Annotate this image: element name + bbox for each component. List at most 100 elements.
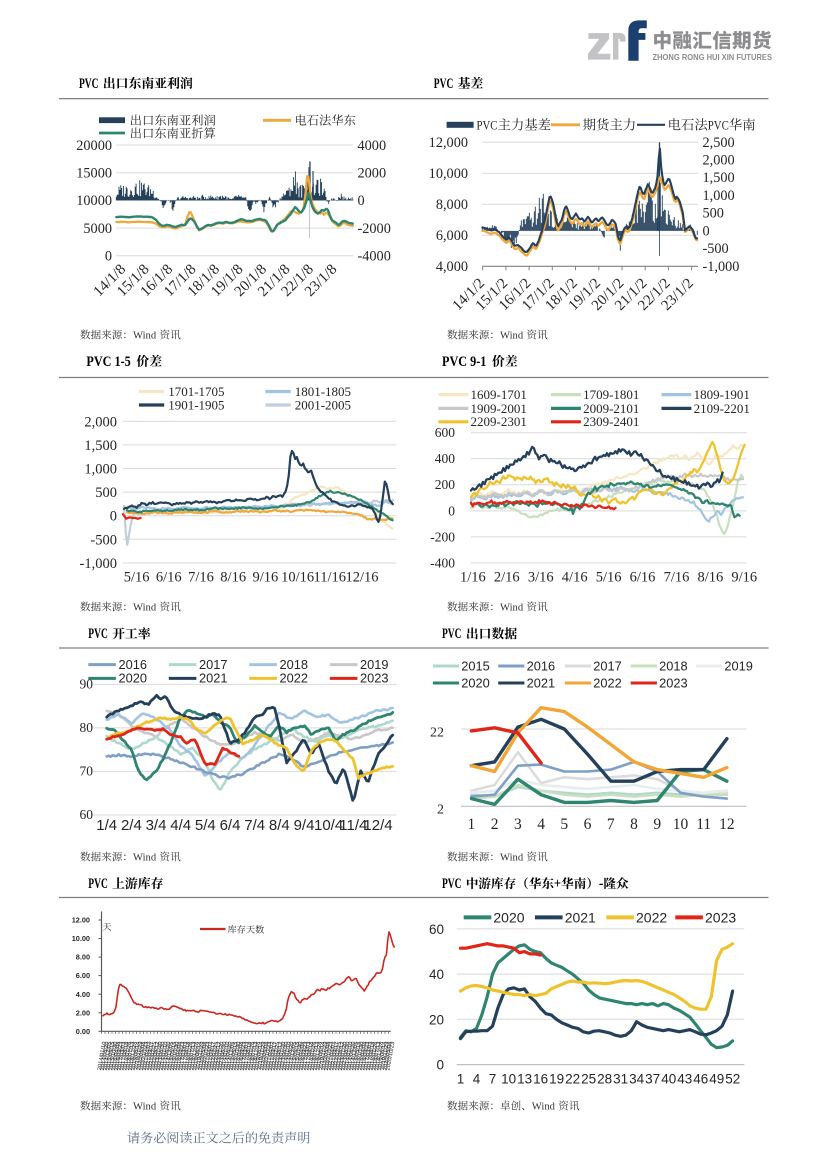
svg-text:1901-1905: 1901-1905 <box>168 397 224 412</box>
svg-text:11: 11 <box>696 816 711 833</box>
svg-text:2016/09/23: 2016/09/23 <box>114 1041 125 1071</box>
svg-text:60: 60 <box>429 922 444 937</box>
svg-text:400: 400 <box>435 451 456 466</box>
svg-text:2016: 2016 <box>119 657 147 672</box>
svg-text:1609-1701: 1609-1701 <box>471 387 527 402</box>
svg-text:2021/09/17: 2021/09/17 <box>206 1041 217 1071</box>
svg-text:3/4: 3/4 <box>146 817 167 834</box>
svg-text:2019/11/29: 2019/11/29 <box>195 1041 206 1070</box>
svg-text:2014/12/05: 2014/12/05 <box>349 1041 360 1071</box>
svg-text:2017: 2017 <box>593 658 621 673</box>
svg-text:4/4: 4/4 <box>170 817 191 834</box>
svg-text:25: 25 <box>581 1072 596 1087</box>
svg-text:6.00: 6.00 <box>76 971 90 980</box>
svg-text:2016/09/23: 2016/09/23 <box>360 1041 371 1071</box>
svg-text:8/16: 8/16 <box>698 570 724 586</box>
svg-text:2022/08/12: 2022/08/12 <box>273 1041 284 1071</box>
svg-text:2020/05/08: 2020/05/08 <box>259 1041 270 1071</box>
svg-text:2019: 2019 <box>360 657 388 672</box>
svg-text:1809-1901: 1809-1901 <box>694 387 750 402</box>
svg-text:3/16: 3/16 <box>528 570 554 586</box>
svg-text:2022/02/25: 2022/02/25 <box>271 1041 282 1071</box>
svg-text:49: 49 <box>709 1072 724 1087</box>
svg-text:3: 3 <box>514 816 522 833</box>
svg-text:1,000: 1,000 <box>703 188 735 204</box>
svg-text:7/16: 7/16 <box>664 570 690 586</box>
svg-text:2020: 2020 <box>493 909 524 925</box>
svg-text:1709-1801: 1709-1801 <box>583 387 639 402</box>
svg-text:0: 0 <box>436 1058 444 1073</box>
svg-text:2018/07/13: 2018/07/13 <box>248 1041 259 1071</box>
svg-text:0: 0 <box>105 249 112 265</box>
svg-text:2018/01/26: 2018/01/26 <box>369 1041 380 1071</box>
svg-text:2014/06/20: 2014/06/20 <box>223 1041 234 1071</box>
svg-text:2015/10/30: 2015/10/30 <box>293 1041 304 1071</box>
svg-text:10000: 10000 <box>76 193 112 209</box>
svg-text:-: - <box>599 876 604 892</box>
svg-text:2017/08/18: 2017/08/18 <box>243 1041 254 1071</box>
svg-text:2015/10/30: 2015/10/30 <box>108 1041 119 1071</box>
svg-text:PVC: PVC <box>442 626 462 642</box>
svg-text:2015/05/15: 2015/05/15 <box>352 1041 363 1071</box>
svg-text:2020/05/08: 2020/05/08 <box>321 1041 332 1071</box>
svg-text:2014/12/05: 2014/12/05 <box>226 1041 237 1071</box>
svg-text:-400: -400 <box>430 555 455 570</box>
svg-text:PVC: PVC <box>708 119 729 133</box>
svg-text:4: 4 <box>473 1072 481 1087</box>
svg-text:2014/01/10: 2014/01/10 <box>220 1041 231 1071</box>
svg-text:-2000: -2000 <box>358 221 391 237</box>
svg-text:2001-2005: 2001-2005 <box>295 397 351 412</box>
svg-text:12/16: 12/16 <box>345 570 378 586</box>
svg-text:2,000: 2,000 <box>84 414 117 430</box>
svg-text:2018/12/28: 2018/12/28 <box>128 1041 139 1071</box>
svg-text:8: 8 <box>630 816 638 833</box>
svg-text:40: 40 <box>429 967 444 982</box>
svg-text:0.00: 0.00 <box>76 1027 90 1036</box>
svg-text:2023/06/30: 2023/06/30 <box>341 1041 352 1071</box>
svg-text:4.00: 4.00 <box>76 990 90 999</box>
svg-text:Wind: Wind <box>133 603 157 614</box>
svg-text:2018/01/26: 2018/01/26 <box>307 1041 318 1071</box>
svg-text:2016/04/08: 2016/04/08 <box>173 1041 184 1071</box>
svg-text:2020/05/08: 2020/05/08 <box>136 1041 147 1071</box>
svg-text:11/4: 11/4 <box>339 817 367 834</box>
svg-text:2022/08/12: 2022/08/12 <box>335 1041 346 1071</box>
svg-text:12,000: 12,000 <box>429 135 468 151</box>
svg-text:12/4: 12/4 <box>363 817 392 834</box>
svg-text:PVC: PVC <box>79 76 99 92</box>
svg-text:2022: 2022 <box>280 671 308 686</box>
svg-text:2017/03/03: 2017/03/03 <box>301 1041 312 1071</box>
svg-text:2019/06/14: 2019/06/14 <box>315 1041 326 1071</box>
svg-text:2020: 2020 <box>461 675 489 690</box>
svg-text:2018/12/28: 2018/12/28 <box>374 1041 385 1071</box>
svg-text:19: 19 <box>549 1072 564 1087</box>
svg-text:1: 1 <box>457 1072 465 1087</box>
svg-text:2015: 2015 <box>461 658 489 673</box>
svg-text:PVC: PVC <box>88 626 108 642</box>
svg-text:2018/12/28: 2018/12/28 <box>313 1041 324 1071</box>
svg-text:2/16: 2/16 <box>494 570 520 586</box>
svg-text:Wind: Wind <box>500 331 524 342</box>
svg-text:2020/10/23: 2020/10/23 <box>201 1041 212 1071</box>
svg-text:40: 40 <box>661 1072 676 1087</box>
svg-text:1,500: 1,500 <box>84 438 117 454</box>
svg-text:2014/12/05: 2014/12/05 <box>287 1041 298 1071</box>
svg-text:34: 34 <box>629 1072 645 1087</box>
svg-text:2017/03/03: 2017/03/03 <box>363 1041 374 1071</box>
svg-text:2023/06/30: 2023/06/30 <box>156 1041 167 1071</box>
svg-text:5/16: 5/16 <box>596 570 622 586</box>
svg-text:-200: -200 <box>430 529 455 544</box>
svg-text:1701-1705: 1701-1705 <box>168 384 224 399</box>
svg-text:2016/09/23: 2016/09/23 <box>237 1041 248 1071</box>
svg-text:2019/11/29: 2019/11/29 <box>380 1041 391 1070</box>
svg-text:2023/01/20: 2023/01/20 <box>215 1041 226 1071</box>
svg-text:0: 0 <box>448 503 455 518</box>
svg-text:6,000: 6,000 <box>436 228 468 244</box>
svg-text:2019/11/29: 2019/11/29 <box>318 1041 329 1070</box>
svg-text:2020/10/23: 2020/10/23 <box>385 1041 396 1071</box>
svg-text:7: 7 <box>489 1072 497 1087</box>
svg-text:2020: 2020 <box>119 671 147 686</box>
svg-text:7: 7 <box>607 816 615 833</box>
svg-text:43: 43 <box>677 1072 692 1087</box>
svg-text:4000: 4000 <box>358 138 387 154</box>
